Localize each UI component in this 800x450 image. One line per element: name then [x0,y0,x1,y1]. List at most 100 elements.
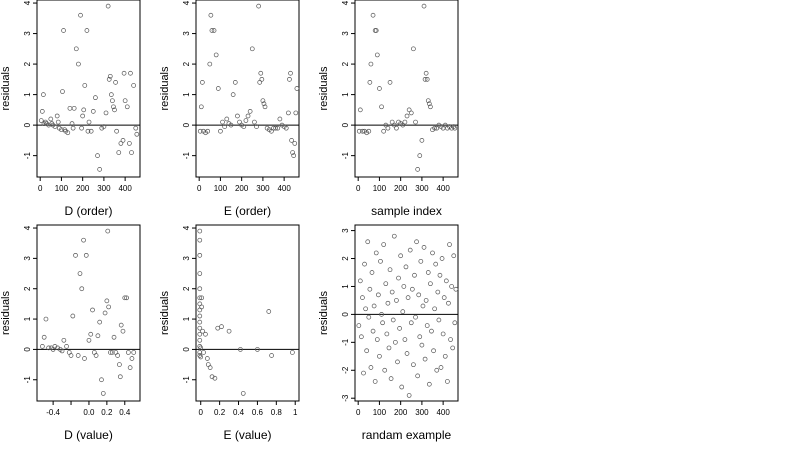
data-point [413,119,418,125]
data-point [59,348,65,354]
data-point [409,286,415,292]
plot-frame [195,0,300,178]
data-point [445,379,450,384]
data-point [374,52,380,58]
data-point [93,95,98,101]
y-axis-label: residuals [0,66,12,111]
y-tick-label: 2 [182,286,191,291]
data-point [78,12,83,18]
data-point [41,334,47,340]
data-point [255,347,260,352]
data-point [286,110,291,116]
data-point [441,295,447,300]
data-point [361,370,366,376]
data-point [261,101,267,107]
data-point [198,345,204,351]
data-point [398,253,404,259]
data-point [364,348,370,354]
data-point [379,312,384,317]
data-point [200,80,205,85]
data-point [70,313,76,319]
data-point [52,124,58,129]
data-point [209,28,215,33]
plot-panel-e-value: 0 0.2 0.4 0.6 0.8 1 -1 0 1 2 3 4 E (value) residuals [159,224,300,442]
data-point [109,350,115,355]
y-axis-label: residuals [159,66,171,111]
data-point [387,267,393,273]
data-point [90,307,95,313]
x-tick-label: 1 [293,408,298,417]
y-tick-label: 3 [341,31,350,36]
data-point [126,350,131,355]
data-point [200,328,205,334]
y-tick-label: 4 [182,225,191,230]
data-point [389,119,395,125]
data-point [368,61,374,67]
data-point [81,237,86,243]
data-point [247,109,253,114]
data-point [262,104,268,110]
data-point [99,377,104,383]
data-point [434,125,440,131]
data-point [408,110,414,116]
data-point [402,337,408,342]
data-point [197,286,203,292]
data-point [407,247,413,253]
data-point [198,354,204,360]
x-axis-label: E (value) [223,428,271,442]
data-point [378,258,383,264]
data-point [443,278,449,284]
data-point [431,348,436,354]
data-point [100,391,106,396]
data-point [452,125,458,131]
data-point [411,46,416,52]
data-point [97,167,102,172]
data-point [419,138,425,143]
data-point [127,365,133,370]
data-point [228,122,234,128]
data-point [373,28,379,33]
data-point [408,320,414,326]
x-tick-label: 0.2 [214,408,226,417]
y-axis-label: residuals [318,290,330,335]
data-point [438,365,444,370]
data-point [446,300,451,306]
data-point [403,264,409,270]
data-point [416,292,422,298]
data-point [197,313,203,319]
data-point [118,322,124,328]
y-tick-label: 4 [341,0,350,5]
data-point [390,317,396,323]
x-tick-label: 200 [394,408,408,417]
data-point [199,304,205,310]
data-point [402,119,408,125]
x-tick-label: 300 [256,184,270,193]
data-point [430,250,435,256]
y-tick-label: 2 [182,61,191,66]
plot-panel-random-example: 0 100 200 300 400 -3 -2 -1 0 1 2 3 randam example res… [318,224,459,442]
data-point [75,353,81,358]
data-point [433,261,439,267]
data-point [436,317,442,323]
data-point [287,76,292,82]
plot-frame [195,224,300,402]
data-point [105,3,111,9]
data-point [395,359,400,365]
data-point [406,107,412,113]
y-tick-label: -3 [341,394,350,402]
data-point [366,128,372,134]
data-point [104,298,110,304]
data-point [381,128,387,134]
y-tick-label: 1 [23,92,32,97]
data-point [292,141,298,146]
data-point [380,320,385,326]
data-point [383,122,389,128]
data-point [40,344,45,349]
data-point [108,350,113,355]
data-point [424,323,430,328]
y-tick-label: 0 [341,312,350,317]
data-point [370,328,376,334]
x-axis-label: D (value) [64,428,113,442]
data-point [59,127,64,133]
data-point [207,365,213,370]
